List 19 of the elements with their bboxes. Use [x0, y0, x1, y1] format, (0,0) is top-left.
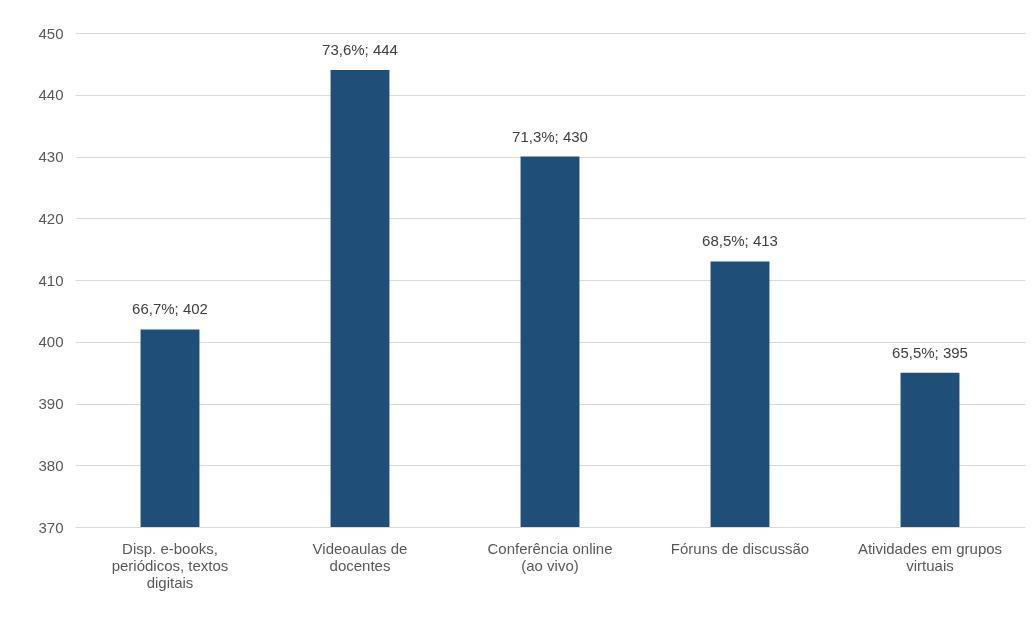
y-tick-label: 400	[38, 333, 64, 351]
data-label: 71,3%; 430	[512, 127, 588, 145]
y-tick-label: 380	[38, 456, 64, 474]
y-tick-label: 410	[38, 271, 64, 289]
x-tick-label: Fóruns de discussão	[670, 539, 810, 557]
x-tick-label: Conferência online (ao vivo)	[487, 539, 613, 574]
data-label: 66,7%; 402	[132, 300, 208, 318]
y-tick-label: 370	[38, 518, 64, 536]
data-label: 73,6%; 444	[322, 41, 398, 59]
y-tick-label: 440	[38, 86, 64, 104]
data-label: 65,5%; 395	[892, 343, 968, 361]
x-tick-label: Atividades em grupos virtuais	[857, 539, 1003, 574]
y-tick-label: 430	[38, 148, 64, 165]
x-tick-label: Videoaulas de docentes	[312, 539, 408, 574]
y-tick-label: 450	[38, 24, 64, 42]
x-tick-label: Disp. e-books, periódicos, textos digitais	[111, 539, 229, 591]
y-tick-label: 390	[38, 395, 64, 412]
data-label: 68,5%; 413	[702, 232, 778, 250]
y-tick-label: 420	[38, 209, 64, 227]
